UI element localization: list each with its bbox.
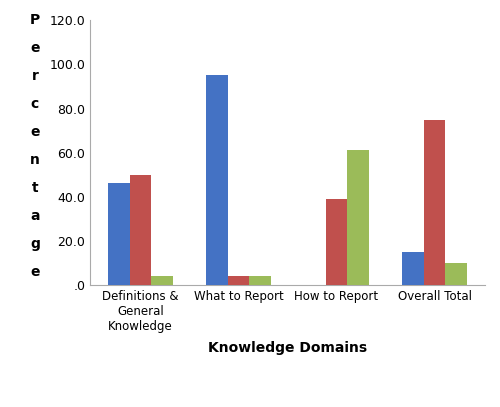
Text: g: g	[30, 237, 40, 251]
Bar	[249, 276, 271, 285]
Text: e: e	[30, 125, 40, 139]
Bar	[446, 263, 467, 285]
Text: t: t	[32, 181, 38, 195]
Bar	[108, 184, 130, 285]
Text: r: r	[32, 69, 38, 83]
X-axis label: Knowledge Domains: Knowledge Domains	[208, 341, 367, 355]
Text: P: P	[30, 13, 40, 27]
Bar	[402, 252, 424, 285]
Bar	[151, 276, 172, 285]
Bar	[424, 120, 446, 285]
Text: c: c	[31, 97, 39, 111]
Text: a: a	[30, 209, 40, 223]
Text: e: e	[30, 41, 40, 55]
Bar	[130, 175, 151, 285]
Bar	[326, 199, 347, 285]
Bar	[348, 151, 369, 285]
Bar	[228, 276, 249, 285]
Text: n: n	[30, 153, 40, 167]
Text: e: e	[30, 265, 40, 279]
Bar	[206, 75, 228, 285]
